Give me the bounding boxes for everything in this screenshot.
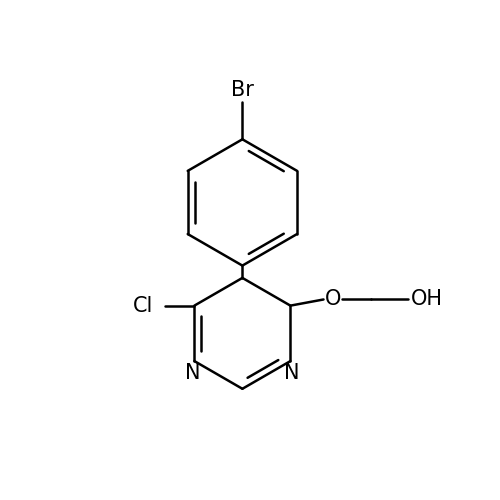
- Text: N: N: [185, 364, 200, 384]
- Text: O: O: [324, 290, 341, 310]
- Text: Br: Br: [231, 80, 254, 100]
- Text: Cl: Cl: [132, 296, 153, 316]
- Text: OH: OH: [410, 290, 442, 310]
- Text: N: N: [284, 364, 300, 384]
